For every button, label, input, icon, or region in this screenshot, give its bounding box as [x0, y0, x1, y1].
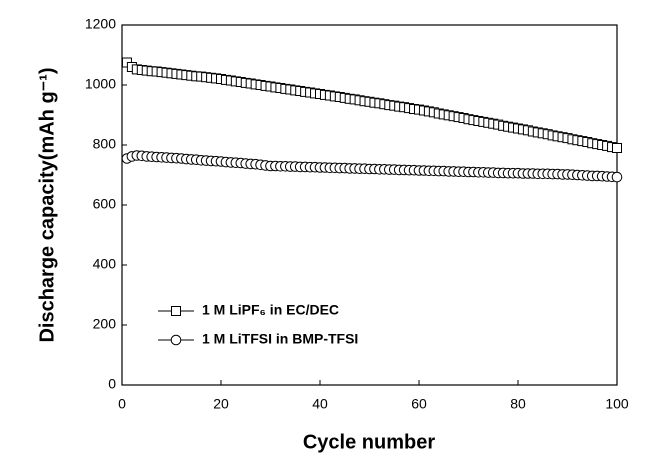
y-tick-label: 1000 [85, 76, 116, 92]
x-tick-label: 0 [118, 396, 126, 412]
marker-circle [611, 171, 623, 183]
marker-square [171, 306, 181, 316]
y-tick-label: 0 [108, 376, 116, 392]
x-tick-label: 80 [510, 396, 526, 412]
x-tick-label: 20 [213, 396, 229, 412]
x-tick-label: 60 [411, 396, 427, 412]
y-tick-label: 200 [93, 316, 117, 332]
y-tick-label: 800 [93, 136, 117, 152]
legend-text: 1 M LiTFSI in BMP-TFSI [202, 331, 358, 347]
y-tick-label: 1200 [85, 16, 116, 32]
y-tick-label: 600 [93, 196, 117, 212]
x-tick-label: 40 [312, 396, 328, 412]
legend-text: 1 M LiPF₆ in EC/DEC [202, 302, 339, 318]
y-tick-label: 400 [93, 256, 117, 272]
x-tick-label: 100 [605, 396, 629, 412]
y-axis-label: Discharge capacity(mAh g⁻¹) [36, 67, 58, 342]
x-axis-label: Cycle number [303, 431, 435, 453]
marker-circle [170, 334, 182, 346]
marker-square [612, 143, 622, 153]
